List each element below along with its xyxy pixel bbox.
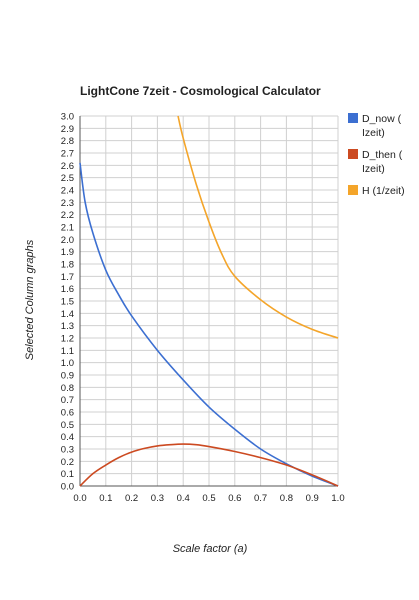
y-tick-label: 2.9 (61, 124, 74, 135)
y-tick-label: 0.7 (61, 395, 74, 406)
y-tick-label: 2.2 (61, 210, 74, 221)
x-axis-label: Scale factor (a) (173, 543, 248, 555)
y-tick-label: 1.5 (61, 297, 74, 308)
legend-swatch (348, 113, 358, 123)
legend: D_now ( Izeit) D_then ( Izeit) H (1/zeit… (348, 112, 418, 206)
x-tick-label: 0.9 (306, 493, 319, 504)
y-tick-label: 2.3 (61, 198, 74, 209)
series-line-d-then (79, 443, 339, 487)
y-tick-label: 2.4 (61, 186, 74, 197)
legend-label: D_now ( Izeit) (362, 113, 402, 139)
series-lines (79, 115, 339, 487)
legend-swatch (348, 149, 358, 159)
legend-label: H (1/zeit) (362, 185, 405, 197)
y-tick-label: 0.8 (61, 383, 74, 394)
y-tick-label: 1.3 (61, 321, 74, 332)
y-tick-label: 2.8 (61, 136, 74, 147)
chart-title: LightCone 7zeit - Cosmological Calculato… (80, 84, 321, 98)
series-line-d-now (79, 162, 339, 487)
y-axis-label: Selected Column graphs (24, 239, 36, 360)
x-tick-label: 0.1 (99, 493, 112, 504)
x-tick-label: 0.4 (177, 493, 190, 504)
y-tick-label: 2.0 (61, 235, 74, 246)
legend-label: D_then ( Izeit) (362, 149, 403, 175)
y-tick-label: 0.6 (61, 408, 74, 419)
x-tick-label: 1.0 (331, 493, 344, 504)
y-tick-label: 0.9 (61, 371, 74, 382)
y-tick-label: 2.6 (61, 161, 74, 172)
x-tick-label: 0.7 (254, 493, 267, 504)
y-tick-label: 3.0 (61, 112, 74, 123)
y-tick-label: 2.1 (61, 223, 74, 234)
axes (79, 116, 338, 487)
legend-item-h[interactable]: H (1/zeit) (348, 184, 418, 198)
y-tick-label: 1.0 (61, 358, 74, 369)
y-tick-labels: 0.0 0.10.20.3 0.40.50.6 0.70.80.9 1.01.11.2 1… (61, 112, 74, 493)
y-tick-label: 1.7 (61, 272, 74, 283)
y-tick-label: 0.2 (61, 457, 74, 468)
x-tick-labels: 0.0 0.1 0.2 0.3 0.4 0.5 0.6 0.7 0.8 0.9 1.0 (73, 493, 344, 504)
y-tick-label: 1.1 (61, 346, 74, 357)
y-tick-label: 1.6 (61, 284, 74, 295)
legend-item-d-then[interactable]: D_then ( Izeit) (348, 148, 418, 176)
x-tick-label: 0.2 (125, 493, 138, 504)
y-tick-label: 1.2 (61, 334, 74, 345)
y-tick-label: 2.7 (61, 149, 74, 160)
y-tick-label: 0.3 (61, 445, 74, 456)
y-tick-label: 0.1 (61, 469, 74, 480)
x-tick-label: 0.0 (73, 493, 86, 504)
x-tick-label: 0.8 (280, 493, 293, 504)
x-tick-label: 0.5 (202, 493, 215, 504)
x-tick-label: 0.6 (228, 493, 241, 504)
x-tick-label: 0.3 (151, 493, 164, 504)
y-tick-label: 2.5 (61, 173, 74, 184)
y-tick-label: 1.9 (61, 247, 74, 258)
legend-swatch (348, 185, 358, 195)
y-tick-label: 0.5 (61, 420, 74, 431)
y-tick-label: 1.8 (61, 260, 74, 271)
y-tick-label: 1.4 (61, 309, 74, 320)
series-line-h (177, 115, 339, 339)
y-tick-label: 0.0 (61, 482, 74, 493)
grid (79, 115, 339, 487)
legend-item-d-now[interactable]: D_now ( Izeit) (348, 112, 418, 140)
y-tick-label: 0.4 (61, 432, 74, 443)
